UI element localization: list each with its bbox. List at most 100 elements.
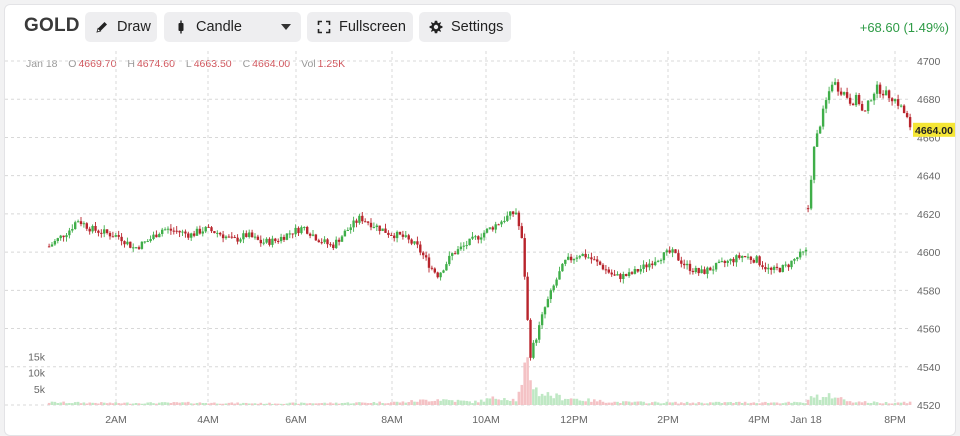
volume-bar xyxy=(878,403,882,405)
candle-body xyxy=(607,269,610,273)
candle-body xyxy=(456,249,460,255)
candle-body xyxy=(210,227,213,232)
candle-body xyxy=(677,253,680,261)
volume-bar xyxy=(172,402,176,405)
volume-bar xyxy=(532,389,535,405)
candle-body xyxy=(430,267,434,269)
x-tick-label: 10AM xyxy=(472,414,499,426)
volume-bar xyxy=(329,402,332,405)
volume-bar xyxy=(91,402,94,405)
volume-bar xyxy=(477,402,480,405)
candle-body xyxy=(821,108,825,127)
settings-label: Settings xyxy=(451,19,504,35)
volume-bar xyxy=(276,403,280,405)
candle-body xyxy=(306,226,309,234)
candle-body xyxy=(424,255,428,258)
candle-body xyxy=(451,253,454,256)
volume-bar xyxy=(842,399,846,405)
volume-bar xyxy=(746,403,750,405)
volume-bar xyxy=(587,398,590,405)
volume-bar xyxy=(271,403,274,405)
candle-body xyxy=(427,257,431,268)
candle-body xyxy=(893,99,897,102)
candle-body xyxy=(256,236,260,240)
volume-bar xyxy=(407,402,410,405)
volume-bar xyxy=(908,401,912,405)
settings-button[interactable]: Settings xyxy=(419,12,511,42)
volume-bar xyxy=(184,402,187,405)
volume-bar xyxy=(887,403,891,405)
volume-bar xyxy=(564,398,567,405)
candle-body xyxy=(395,231,399,239)
candle-body xyxy=(230,236,233,238)
candle-body xyxy=(233,237,236,239)
volume-bar xyxy=(494,398,497,405)
volume-bar xyxy=(323,402,326,405)
y-tick-label: 4540 xyxy=(917,362,941,374)
candle-body xyxy=(532,342,535,358)
candle-body xyxy=(746,256,750,258)
volume-bar xyxy=(875,402,879,405)
candle-body xyxy=(294,227,297,235)
candle-body xyxy=(790,260,793,268)
candle-body xyxy=(517,212,521,227)
volume-bar xyxy=(517,391,521,405)
candle-body xyxy=(908,117,912,128)
candle-body xyxy=(625,274,628,276)
candle-body xyxy=(166,228,170,230)
draw-button[interactable]: Draw xyxy=(85,12,157,42)
candle-body xyxy=(393,235,396,239)
candle-body xyxy=(308,233,312,236)
candlestick-chart[interactable]: 4520454045604580460046204640466046804700… xyxy=(5,49,956,436)
candle-body xyxy=(697,267,700,274)
volume-bar xyxy=(56,403,60,405)
candle-body xyxy=(74,222,77,230)
candle-body xyxy=(890,98,894,102)
candle-body xyxy=(860,104,864,111)
candle-body xyxy=(195,228,199,236)
volume-bar xyxy=(485,398,489,405)
volume-bar xyxy=(749,402,753,405)
candle-body xyxy=(836,82,840,92)
volume-bar xyxy=(50,401,54,405)
candle-body xyxy=(830,84,834,92)
candle-body xyxy=(587,257,590,259)
volume-bar xyxy=(448,400,451,405)
candle-body xyxy=(288,233,291,235)
candle-body xyxy=(662,252,666,261)
candle-body xyxy=(181,231,184,233)
candle-body xyxy=(137,247,141,249)
candle-body xyxy=(91,225,94,232)
volume-bar xyxy=(851,402,855,405)
volume-bar xyxy=(806,399,810,405)
volume-bar xyxy=(224,403,228,405)
volume-bar xyxy=(845,401,849,405)
volume-bar xyxy=(691,402,695,405)
volume-bar xyxy=(593,399,596,405)
volume-bar xyxy=(601,401,605,405)
volume-bar xyxy=(809,396,813,405)
volume-bar xyxy=(282,403,286,405)
x-tick-label: 4PM xyxy=(748,414,770,426)
volume-bar xyxy=(872,401,876,405)
candle-body xyxy=(601,264,605,270)
volume-bar xyxy=(709,402,712,405)
candle-body xyxy=(491,227,494,230)
volume-bar xyxy=(555,393,558,405)
candle-body xyxy=(311,234,315,236)
candle-body xyxy=(329,244,332,246)
fullscreen-button[interactable]: Fullscreen xyxy=(307,12,413,42)
y-tick-label: 4620 xyxy=(917,209,941,221)
volume-bar xyxy=(863,401,867,405)
candle-body xyxy=(572,258,576,261)
volume-bar xyxy=(662,403,666,405)
candle-body xyxy=(683,263,686,266)
volume-bar xyxy=(363,402,367,405)
candle-body xyxy=(265,238,268,243)
chart-type-select[interactable]: Candle xyxy=(164,12,301,42)
volume-bar xyxy=(520,384,524,405)
volume-bar xyxy=(352,403,355,405)
volume-bar xyxy=(815,394,819,405)
volume-bar xyxy=(682,403,686,405)
candle-body xyxy=(68,230,71,236)
